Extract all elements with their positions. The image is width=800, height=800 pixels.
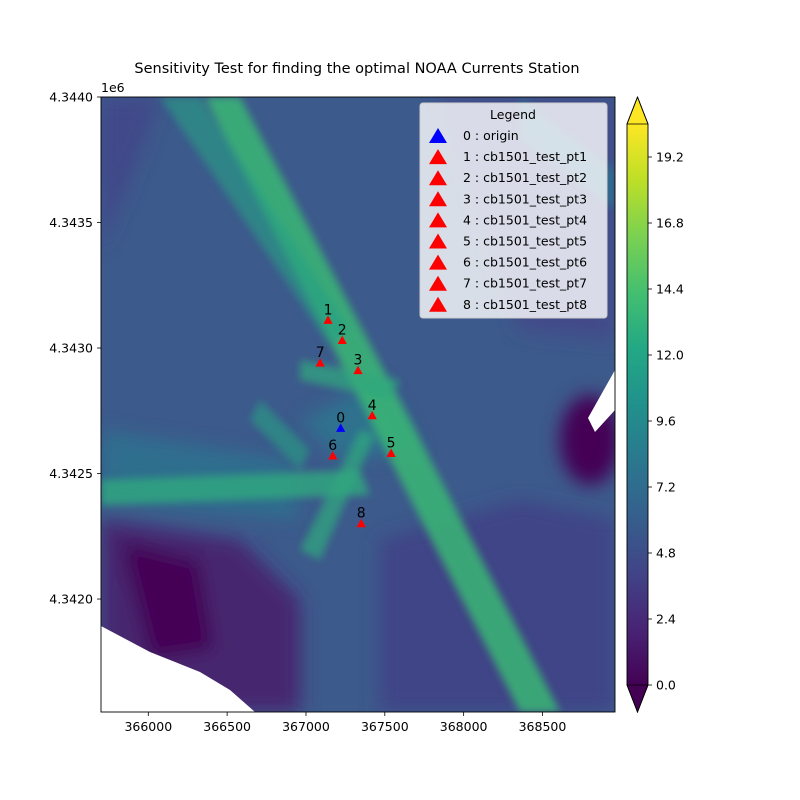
point-marker-8: [356, 518, 366, 528]
point-label-1: 1: [324, 302, 333, 318]
plot-area-frame: [100, 96, 616, 713]
legend-box: [419, 102, 608, 319]
legend-marker: [429, 128, 447, 143]
point-label-2: 2: [338, 322, 347, 338]
legend-marker: [429, 170, 447, 186]
x-tick-label: 367000: [282, 719, 330, 734]
colorbar-tick-label: 0.0: [656, 678, 676, 693]
legend-marker: [429, 254, 447, 270]
legend-marker: [429, 275, 447, 291]
y-tick-label: 4.3440: [49, 90, 93, 105]
colorbar-tick-label: 9.6: [656, 414, 676, 429]
x-tick-label: 366500: [203, 719, 251, 734]
legend-entry-label: 4 : cb1501_test_pt4: [463, 212, 587, 227]
legend-marker: [429, 233, 447, 249]
y-tick-label: 4.3425: [49, 466, 93, 481]
y-axis: 4.3420 4.3425 4.3430 4.3435 4.3440: [49, 90, 101, 607]
x-axis: 366000 366500 367000 367500 368000 368500: [124, 712, 566, 734]
x-tick-label: 368500: [519, 719, 567, 734]
legend-entry-label: 1 : cb1501_test_pt1: [463, 149, 587, 164]
y-tick-label: 4.3430: [49, 341, 93, 356]
colorbar-frame: [626, 96, 649, 714]
y-tick-label: 4.3420: [49, 592, 93, 607]
point-label-6: 6: [328, 438, 337, 454]
point-marker-7: [315, 358, 325, 367]
colorbar-tick-label: 2.4: [656, 612, 676, 627]
legend-entry-label: 0 : origin: [463, 128, 519, 143]
colorbar-gradient: [627, 124, 648, 685]
point-marker-4: [367, 410, 377, 420]
legend: Legend 0 : origin 1 : cb1501_test_pt1 2 : …: [419, 102, 608, 319]
legend-entry-label: 6 : cb1501_test_pt6: [463, 255, 587, 270]
legend-marker: [429, 212, 447, 228]
point-label-3: 3: [354, 353, 363, 369]
legend-entry-label: 8 : cb1501_test_pt8: [463, 297, 587, 312]
point-label-4: 4: [368, 398, 377, 414]
legend-marker: [429, 296, 447, 312]
point-marker-3: [353, 365, 363, 375]
colorbar-tick-label: 19.2: [656, 150, 684, 165]
legend-entry-label: 7 : cb1501_test_pt7: [463, 276, 587, 291]
point-marker-0: [336, 423, 346, 432]
point-marker-2: [337, 335, 347, 344]
legend-entry-label: 2 : cb1501_test_pt2: [463, 170, 587, 185]
land-mask-east: [588, 370, 615, 432]
colorbar-tick-label: 7.2: [656, 480, 676, 495]
colorbar-tick-label: 4.8: [656, 546, 676, 561]
chart-title: Sensitivity Test for finding the optimal…: [134, 61, 579, 77]
point-marker-1: [323, 315, 333, 324]
point-label-0: 0: [336, 410, 345, 426]
y-tick-label: 4.3435: [49, 215, 93, 230]
legend-entry-label: 5 : cb1501_test_pt5: [463, 234, 587, 249]
legend-title: Legend: [490, 107, 536, 122]
legend-marker: [429, 149, 447, 165]
station-points: 0 123 4 5 6 7 8: [315, 302, 396, 528]
x-tick-label: 368000: [440, 719, 488, 734]
point-marker-6: [328, 450, 338, 460]
land-mask-southwest: [101, 626, 255, 712]
x-tick-label: 367500: [361, 719, 409, 734]
colorbar-tick-label: 12.0: [656, 348, 684, 363]
point-label-7: 7: [316, 345, 325, 361]
colorbar-tick-label: 16.8: [656, 216, 684, 231]
point-label-8: 8: [357, 506, 366, 522]
point-label-5: 5: [387, 435, 396, 451]
colorbar: 0.0 2.4 4.8 7.2 9.6 12.0 14.4 16.8 19.2: [626, 95, 684, 714]
point-marker-5: [386, 448, 396, 457]
colorbar-extend-max: [626, 95, 649, 125]
y-axis-offset-label: 1e6: [101, 80, 125, 95]
colorbar-tick-label: 14.4: [656, 282, 684, 297]
legend-entry-label: 3 : cb1501_test_pt3: [463, 191, 587, 206]
x-tick-label: 366000: [124, 719, 172, 734]
colorbar-extend-min: [626, 684, 649, 714]
legend-marker: [429, 191, 447, 207]
